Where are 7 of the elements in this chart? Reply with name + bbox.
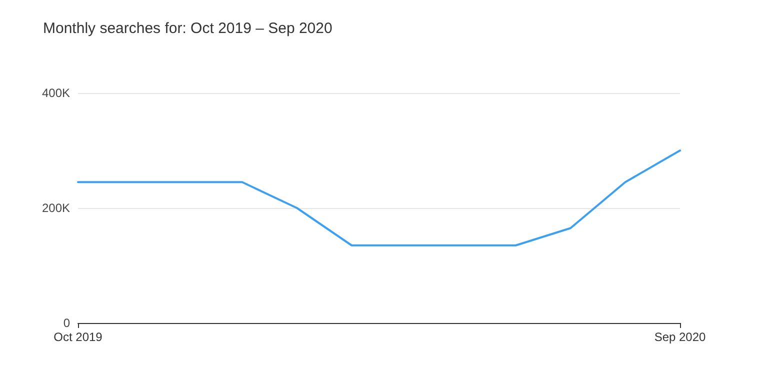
x-tick-label: Sep 2020	[654, 330, 706, 344]
x-tick-label: Oct 2019	[54, 330, 103, 344]
line-series	[77, 150, 681, 246]
chart-title: Monthly searches for: Oct 2019 – Sep 2020	[43, 20, 332, 37]
y-tick-label: 0	[63, 316, 70, 330]
y-tick-label: 200K	[42, 201, 70, 215]
y-tick-label: 400K	[42, 86, 70, 100]
